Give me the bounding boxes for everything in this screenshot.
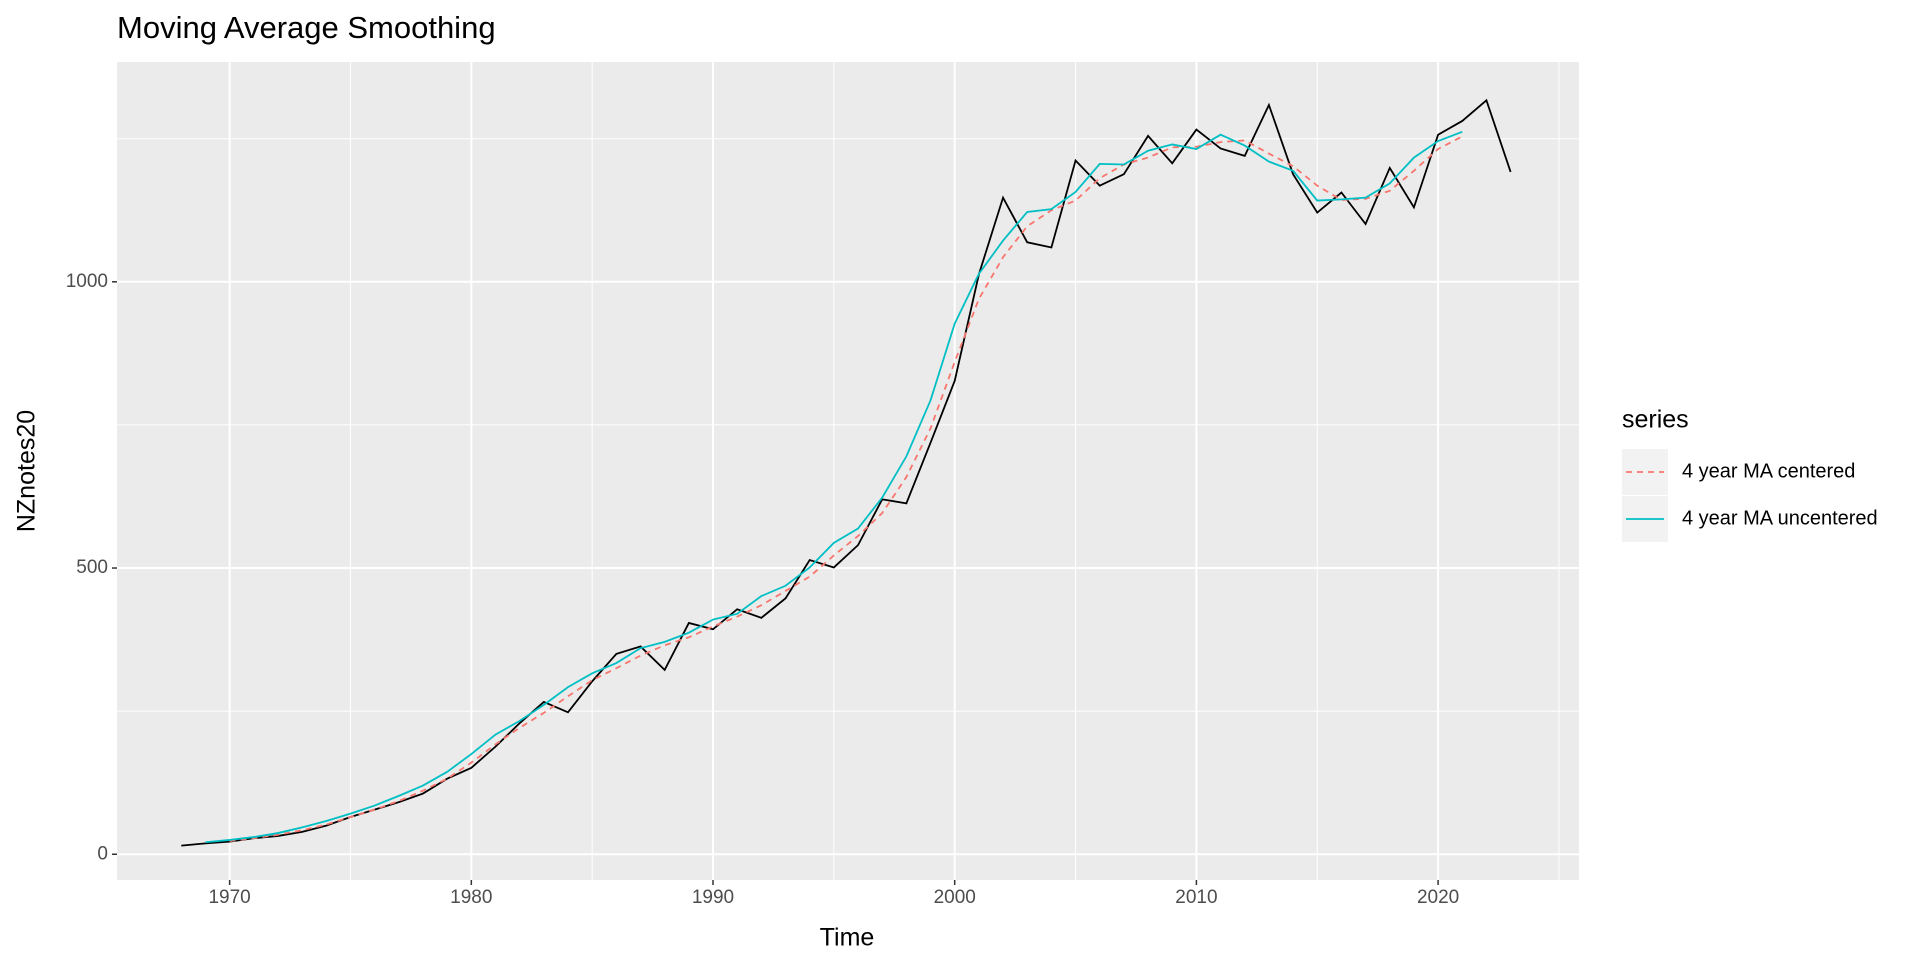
y-axis-label: NZnotes20: [13, 410, 41, 532]
y-tick-label: 500: [76, 557, 108, 578]
series-line: [181, 98, 1512, 847]
x-tick-label: 2020: [1417, 887, 1459, 908]
x-tick-label: 2010: [1175, 887, 1217, 908]
x-tick-label: 1980: [450, 887, 492, 908]
x-tick-label: 2000: [934, 887, 976, 908]
x-tick-label: 1990: [692, 887, 734, 908]
series-line: [205, 130, 1463, 844]
legend-title: series: [1622, 406, 1689, 434]
x-axis-label: Time: [820, 924, 875, 952]
plot-panel: [117, 62, 1579, 880]
y-tick-label: 1000: [66, 271, 108, 292]
legend-label: 4 year MA uncentered: [1682, 507, 1878, 529]
chart-title: Moving Average Smoothing: [117, 10, 496, 45]
x-tick-label: 1970: [208, 887, 250, 908]
legend-label: 4 year MA centered: [1682, 460, 1855, 482]
series-line: [229, 135, 1463, 842]
y-tick-label: 0: [97, 843, 108, 864]
